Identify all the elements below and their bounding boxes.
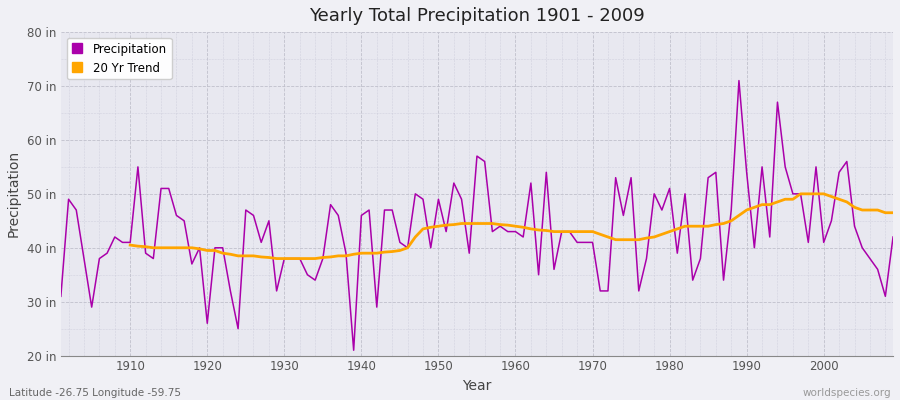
- Text: Latitude -26.75 Longitude -59.75: Latitude -26.75 Longitude -59.75: [9, 388, 181, 398]
- Title: Yearly Total Precipitation 1901 - 2009: Yearly Total Precipitation 1901 - 2009: [309, 7, 644, 25]
- Legend: Precipitation, 20 Yr Trend: Precipitation, 20 Yr Trend: [67, 38, 172, 79]
- Text: worldspecies.org: worldspecies.org: [803, 388, 891, 398]
- X-axis label: Year: Year: [463, 379, 491, 393]
- Y-axis label: Precipitation: Precipitation: [7, 150, 21, 238]
